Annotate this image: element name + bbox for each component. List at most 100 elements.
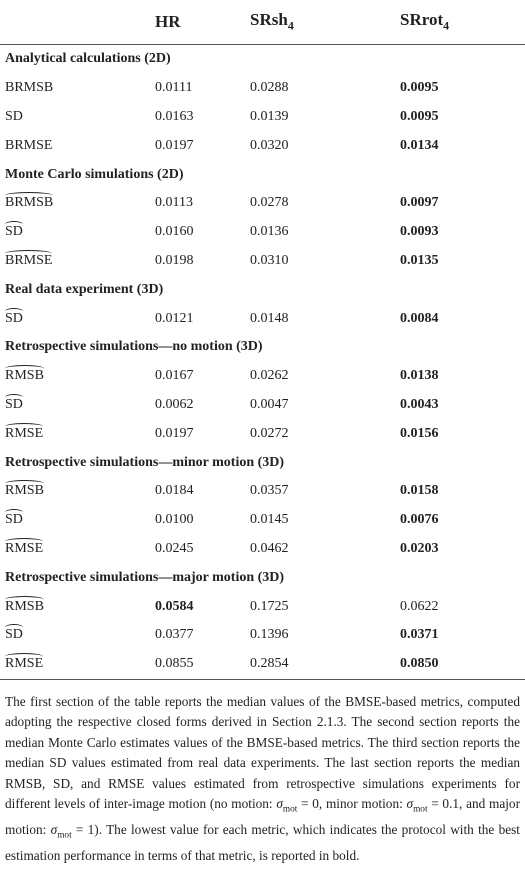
row-label: RMSB [5,365,44,384]
value-cell: 0.0138 [400,368,439,384]
column-header: SRsh4 [250,0,400,45]
value-cell: 0.0097 [400,195,439,211]
note-text: The first section of the table reports t… [5,693,520,812]
column-header [0,0,155,45]
value-cell: 0.0197 [155,425,194,441]
value-cell: 0.0160 [155,224,194,240]
header-text: SRsh [250,10,288,30]
value-cell: 0.0148 [250,310,289,326]
section-title: Real data experiment (3D) [5,281,164,297]
data-row: RMSE 0.0245 0.0462 0.0203 [0,535,525,564]
row-label: BRMSB [5,80,54,96]
row-label-cell: RMSE [0,535,155,564]
value-cell: 0.0139 [250,108,289,124]
table-note: The first section of the table reports t… [0,680,525,867]
value-cell: 0.0113 [155,195,193,211]
data-row: RMSB 0.0167 0.0262 0.0138 [0,362,525,391]
data-row: SD 0.0163 0.0139 0.0095 [0,103,525,132]
value-cell: 0.0062 [155,396,194,412]
value-cell: 0.0310 [250,252,289,268]
row-label: RMSE [5,653,44,672]
value-cell: 0.0377 [155,627,194,643]
row-label: SD [5,108,23,124]
data-row: RMSE 0.0197 0.0272 0.0156 [0,419,525,448]
data-row: SD 0.0100 0.0145 0.0076 [0,506,525,535]
section-row: Monte Carlo simulations (2D) [0,160,525,189]
math-subscript: mot [413,804,428,815]
row-label: SD [5,393,23,412]
row-label-cell: RMSE [0,419,155,448]
value-cell: 0.0156 [400,425,439,441]
value-cell: 0.0093 [400,224,439,240]
row-label-cell: BRMSB [0,74,155,103]
value-cell: 0.0272 [250,425,289,441]
value-cell: 0.0855 [155,649,250,680]
value-cell: 0.0262 [250,368,289,384]
row-label-cell: SD [0,391,155,420]
value-cell: 0.0136 [250,224,289,240]
value-cell: 0.0371 [400,627,439,643]
row-label: RMSE [5,537,44,556]
value-cell: 0.0245 [155,540,194,556]
value-cell: 0.0047 [250,396,289,412]
note-math: σmot [276,796,297,815]
section-title: Analytical calculations (2D) [5,51,171,67]
row-label: RMSB [5,595,44,614]
section-row: Analytical calculations (2D) [0,45,525,74]
data-row: BRMSB 0.0113 0.0278 0.0097 [0,189,525,218]
value-cell: 0.0043 [400,396,439,412]
value-cell: 0.0184 [155,483,194,499]
header-subscript: 4 [443,18,450,33]
row-label-cell: RMSB [0,592,155,621]
section-title: Retrospective simulations—no motion (3D) [5,339,263,355]
header-row: HR SRsh4 SRrot4 [0,0,525,45]
row-label-cell: BRMSB [0,189,155,218]
results-table: HR SRsh4 SRrot4 Analytical calculations (2… [0,0,525,680]
row-label-cell: RMSB [0,477,155,506]
column-header: HR [155,0,250,45]
data-row: SD 0.0121 0.0148 0.0084 [0,304,525,333]
value-cell: 0.0163 [155,108,194,124]
table-body: Analytical calculations (2D) BRMSB 0.0111 0… [0,45,525,680]
value-cell: 0.0622 [400,598,439,614]
note-text: = 0.1, and major motion: [5,796,520,838]
value-cell: 0.1725 [250,598,289,614]
row-label: RMSB [5,480,44,499]
column-header: SRrot4 [400,0,525,45]
section-row: Real data experiment (3D) [0,275,525,304]
header-subscript: 4 [287,18,294,33]
row-label-cell: BRMSE [0,131,155,160]
value-cell: 0.0357 [250,483,289,499]
note-math: σmot [51,822,72,841]
row-label-cell: RMSB [0,362,155,391]
data-row: RMSE 0.0855 0.2854 0.0850 [0,649,525,680]
value-cell: 0.0145 [250,512,289,528]
value-cell: 0.0134 [400,137,439,153]
value-cell: 0.2854 [250,649,400,680]
value-cell: 0.0076 [400,512,439,528]
value-cell: 0.0167 [155,368,194,384]
section-title: Retrospective simulations—minor motion (… [5,454,285,470]
math-symbol: σ [276,796,283,812]
value-cell: 0.1396 [250,627,289,643]
value-cell: 0.0197 [155,137,194,153]
row-label: SD [5,624,23,643]
value-cell: 0.0100 [155,512,194,528]
value-cell: 0.0095 [400,80,439,96]
data-row: SD 0.0377 0.1396 0.0371 [0,621,525,650]
data-row: RMSB 0.0184 0.0357 0.0158 [0,477,525,506]
row-label: BRMSB [5,192,54,211]
data-row: BRMSB 0.0111 0.0288 0.0095 [0,74,525,103]
section-row: Retrospective simulations—no motion (3D) [0,333,525,362]
value-cell: 0.0198 [155,252,194,268]
value-cell: 0.0203 [400,540,439,556]
data-row: SD 0.0160 0.0136 0.0093 [0,218,525,247]
value-cell: 0.0111 [155,80,193,96]
row-label-cell: SD [0,506,155,535]
data-row: BRMSE 0.0198 0.0310 0.0135 [0,247,525,276]
row-label: RMSE [5,422,44,441]
section-row: Retrospective simulations—major motion (… [0,563,525,592]
note-text: = 0, minor motion: [297,796,407,812]
row-label-cell: SD [0,621,155,650]
